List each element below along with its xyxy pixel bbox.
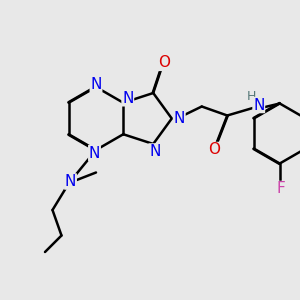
Text: H: H [247,90,256,103]
Text: F: F [277,182,286,196]
Text: O: O [208,142,220,158]
Text: N: N [149,144,160,159]
Text: O: O [158,55,170,70]
Text: N: N [65,174,76,189]
Text: N: N [90,76,102,92]
Text: N: N [253,98,264,112]
Text: N: N [174,111,185,126]
Text: N: N [89,146,100,160]
Text: N: N [122,91,134,106]
